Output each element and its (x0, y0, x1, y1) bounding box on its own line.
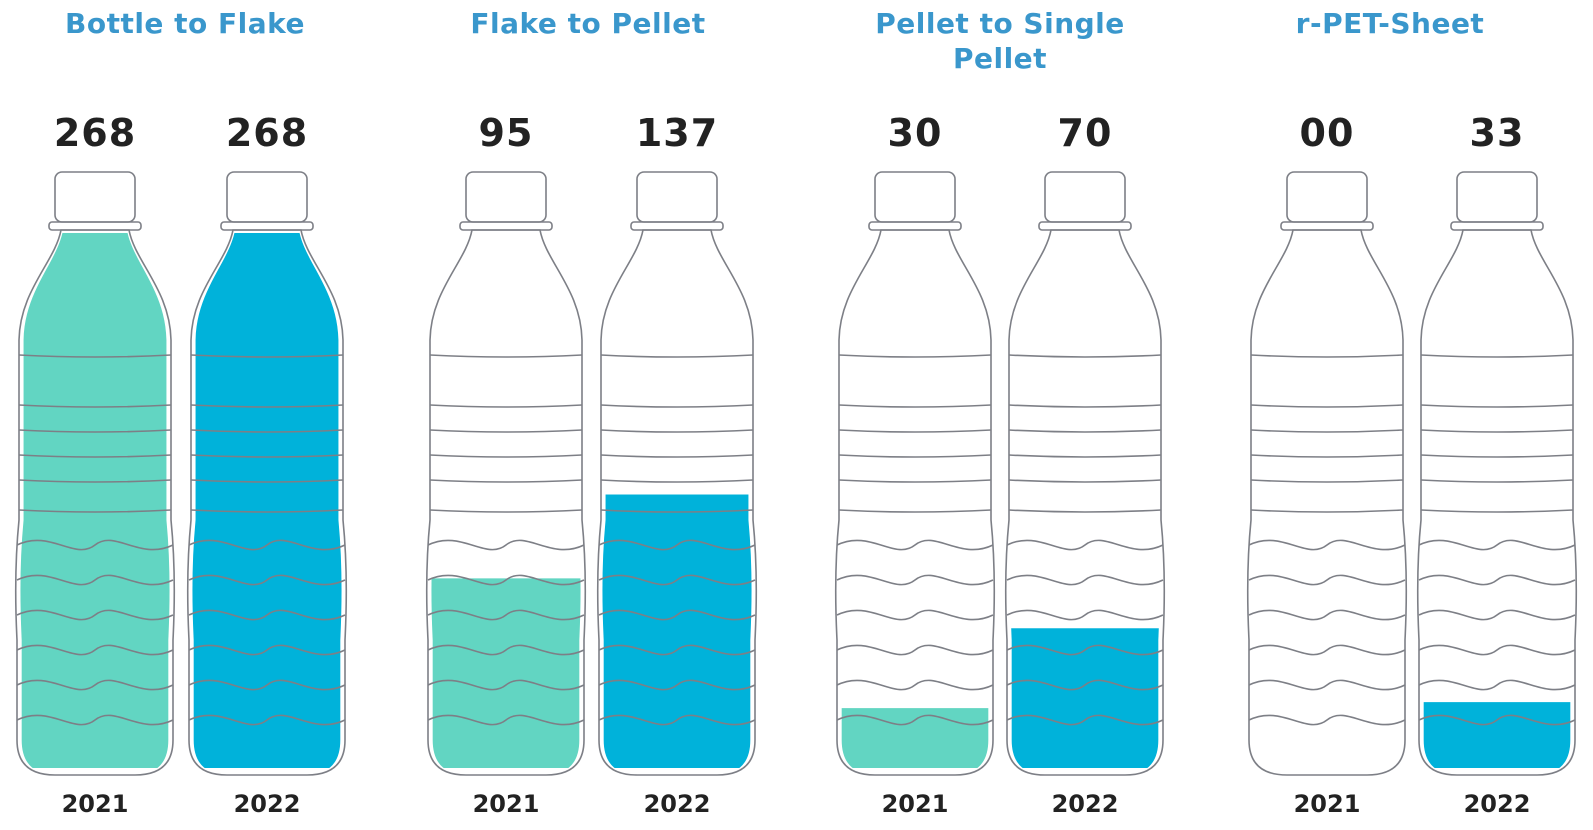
bottle-ridge (601, 480, 753, 482)
bottle-wave (1007, 610, 1163, 619)
bottle-cap (875, 172, 955, 222)
bottle-cap (1457, 172, 1537, 222)
bottle-cap (637, 172, 717, 222)
bottle-ridge (1421, 355, 1573, 357)
bottle-ridge (1251, 405, 1403, 407)
value-label: 95 (479, 111, 534, 155)
bottle-ridge (1421, 510, 1573, 512)
bottle-cap (466, 172, 546, 222)
value-label: 268 (54, 111, 136, 155)
bottle-cap (55, 172, 135, 222)
bottle-ridge (601, 455, 753, 457)
bottle-ridge (1421, 455, 1573, 457)
liquid-fill (416, 578, 596, 768)
year-label: 2022 (644, 790, 711, 818)
year-label: 2022 (1464, 790, 1531, 818)
bottle-ridge (1009, 405, 1161, 407)
bottle-wave (1249, 680, 1405, 689)
bottle-cap (1287, 172, 1367, 222)
value-label: 137 (636, 111, 718, 155)
bottle-wave (1249, 540, 1405, 549)
bottle-ridge (839, 480, 991, 482)
liquid-fill (1407, 702, 1587, 768)
bottle-ridge (1009, 510, 1161, 512)
bottle-wave (1007, 575, 1163, 584)
bottle-ridge (1009, 480, 1161, 482)
value-label: 268 (226, 111, 308, 155)
bottle-wave (837, 680, 993, 689)
bottle-ridge (430, 355, 582, 357)
year-label: 2021 (882, 790, 949, 818)
bottle-wave (1249, 715, 1405, 724)
bottle-wave (1419, 680, 1575, 689)
bottle-wave (1419, 540, 1575, 549)
page: Bottle to FlakeFlake to PelletPellet to … (0, 0, 1593, 830)
year-label: 2021 (62, 790, 129, 818)
bottle-wave (1007, 540, 1163, 549)
bottle-ridge (1421, 430, 1573, 432)
bottle-wave (1249, 575, 1405, 584)
bottle-ridge (839, 455, 991, 457)
bottle-wave (837, 610, 993, 619)
bottle-ridge (1251, 510, 1403, 512)
bottle-ridge (1009, 455, 1161, 457)
bottle-collar (1451, 222, 1543, 230)
bottle-collar (1039, 222, 1131, 230)
value-label: 30 (888, 111, 943, 155)
bottle-collar (631, 222, 723, 230)
bottle-collar (460, 222, 552, 230)
bottle-wave (837, 645, 993, 654)
bottle-ridge (1421, 405, 1573, 407)
bottle-ridge (601, 355, 753, 357)
bottle-ridge (839, 510, 991, 512)
bottle-body (1248, 230, 1407, 775)
year-label: 2022 (234, 790, 301, 818)
value-label: 70 (1058, 111, 1113, 155)
value-label: 33 (1470, 111, 1525, 155)
bottle-wave (428, 540, 584, 549)
bottle-cap (227, 172, 307, 222)
bottle-ridge (430, 480, 582, 482)
bottle-ridge (1421, 480, 1573, 482)
liquid-fill (5, 233, 185, 768)
year-label: 2021 (473, 790, 540, 818)
year-label: 2022 (1052, 790, 1119, 818)
bottle-wave (1249, 610, 1405, 619)
bottle-ridge (839, 355, 991, 357)
bottle-ridge (1251, 355, 1403, 357)
bottle-body (1418, 230, 1577, 775)
bottle-ridge (1251, 430, 1403, 432)
bottle-ridge (601, 430, 753, 432)
bottle-collar (49, 222, 141, 230)
bottle-body (836, 230, 995, 775)
bottle-ridge (601, 405, 753, 407)
bottle-collar (221, 222, 313, 230)
liquid-fill (177, 233, 357, 768)
value-label: 00 (1300, 111, 1355, 155)
bottle-collar (869, 222, 961, 230)
bottle-ridge (430, 510, 582, 512)
bottle-ridge (430, 455, 582, 457)
liquid-fill (825, 708, 1005, 768)
bottle-wave (1419, 645, 1575, 654)
bottle-ridge (839, 405, 991, 407)
year-label: 2021 (1294, 790, 1361, 818)
liquid-fill (587, 495, 767, 768)
bottle-ridge (430, 430, 582, 432)
bottle-wave (837, 575, 993, 584)
bottle-ridge (1009, 355, 1161, 357)
bottle-wave (1419, 575, 1575, 584)
bottle-collar (1281, 222, 1373, 230)
bottle-wave (1419, 610, 1575, 619)
bottle-ridge (839, 430, 991, 432)
bottle-wave (837, 540, 993, 549)
bottle-ridge (430, 405, 582, 407)
bottle-cap (1045, 172, 1125, 222)
bottle-ridge (1251, 455, 1403, 457)
bottle-ridge (1251, 480, 1403, 482)
bottle-ridge (1009, 430, 1161, 432)
chart: 268 2021 268 2022 95 2021 137 2022 30 2021 70 2022 0… (0, 0, 1593, 830)
bottle-wave (1249, 645, 1405, 654)
